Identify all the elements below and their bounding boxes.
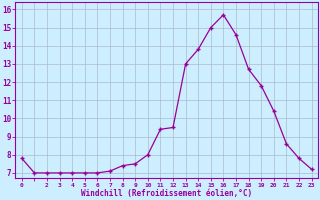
X-axis label: Windchill (Refroidissement éolien,°C): Windchill (Refroidissement éolien,°C) bbox=[81, 189, 252, 198]
